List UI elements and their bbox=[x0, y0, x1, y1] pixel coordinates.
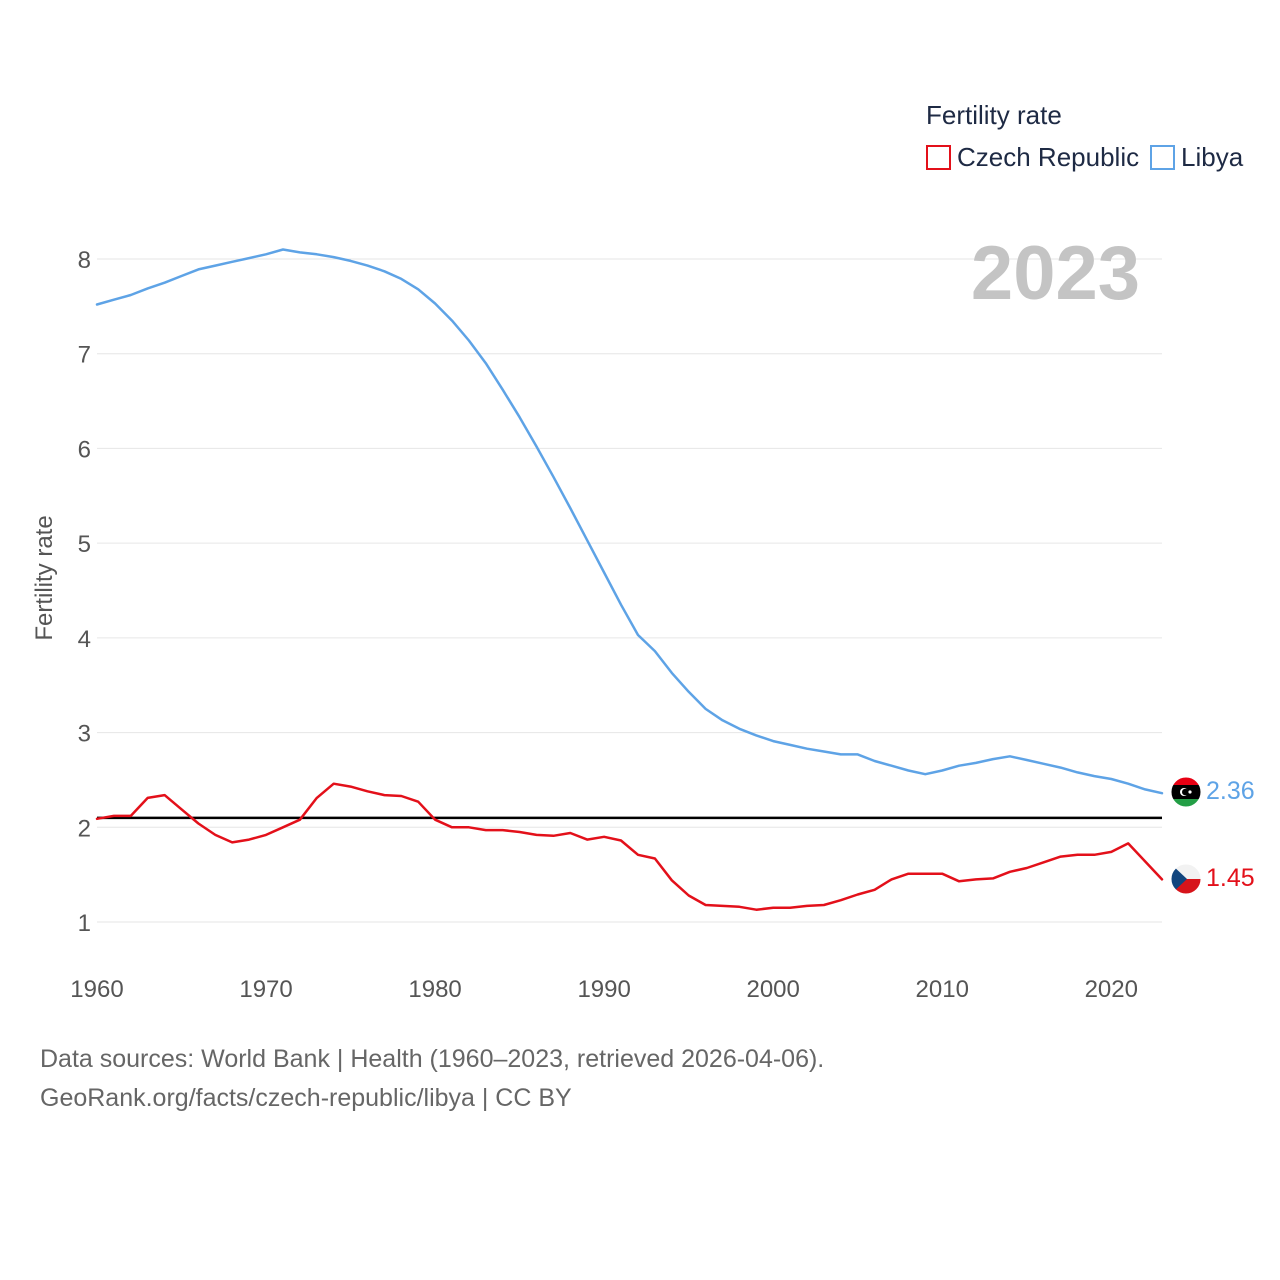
y-tick-label: 8 bbox=[78, 247, 91, 274]
legend: Fertility rate Czech Republic Libya bbox=[926, 100, 1244, 172]
libya-flag-icon bbox=[1170, 776, 1202, 808]
current-year-label: 2023 bbox=[971, 231, 1140, 316]
gridlines bbox=[97, 258, 1162, 923]
y-axis-label: Fertility rate bbox=[31, 515, 58, 640]
legend-swatch-czech-republic bbox=[926, 145, 951, 170]
end-value-libya: 2.36 bbox=[1206, 777, 1255, 805]
x-tick-label: 1970 bbox=[239, 976, 292, 1003]
end-value-czech-republic: 1.45 bbox=[1206, 864, 1255, 892]
legend-item-libya[interactable]: Libya bbox=[1150, 142, 1244, 172]
series-line-libya[interactable] bbox=[95, 248, 1164, 795]
x-tick-label: 1960 bbox=[70, 976, 123, 1003]
x-tick-label: 2000 bbox=[746, 976, 799, 1003]
y-tick-label: 6 bbox=[78, 436, 91, 463]
y-axis-ticks: 1 2 3 4 5 6 7 8 bbox=[78, 247, 91, 937]
x-tick-label: 2010 bbox=[916, 976, 969, 1003]
legend-swatch-libya bbox=[1150, 145, 1175, 170]
legend-item-czech-republic[interactable]: Czech Republic bbox=[926, 142, 1139, 172]
y-tick-label: 5 bbox=[78, 531, 91, 558]
fertility-rate-chart: 1 2 3 4 5 6 7 8 1960 1970 1980 1990 2000 2010 2020 Fe… bbox=[31, 100, 1255, 1003]
x-axis-ticks: 1960 1970 1980 1990 2000 2010 2020 bbox=[70, 976, 1138, 1003]
y-tick-label: 4 bbox=[78, 626, 91, 653]
x-tick-label: 1980 bbox=[408, 976, 461, 1003]
series-line-czech-republic[interactable] bbox=[95, 782, 1164, 911]
legend-label-libya: Libya bbox=[1181, 142, 1244, 172]
y-tick-label: 1 bbox=[78, 910, 91, 937]
czech-flag-icon bbox=[1170, 863, 1202, 895]
series-lines bbox=[95, 248, 1164, 911]
y-tick-label: 7 bbox=[78, 342, 91, 369]
legend-title: Fertility rate bbox=[926, 100, 1062, 130]
x-tick-label: 1990 bbox=[577, 976, 630, 1003]
y-tick-label: 2 bbox=[78, 815, 91, 842]
x-tick-label: 2020 bbox=[1085, 976, 1138, 1003]
y-tick-label: 3 bbox=[78, 721, 91, 748]
footer-sources: Data sources: World Bank | Health (1960–… bbox=[40, 1045, 825, 1073]
footer-attribution: GeoRank.org/facts/czech-republic/libya |… bbox=[40, 1084, 572, 1112]
legend-label-czech-republic: Czech Republic bbox=[957, 142, 1139, 172]
